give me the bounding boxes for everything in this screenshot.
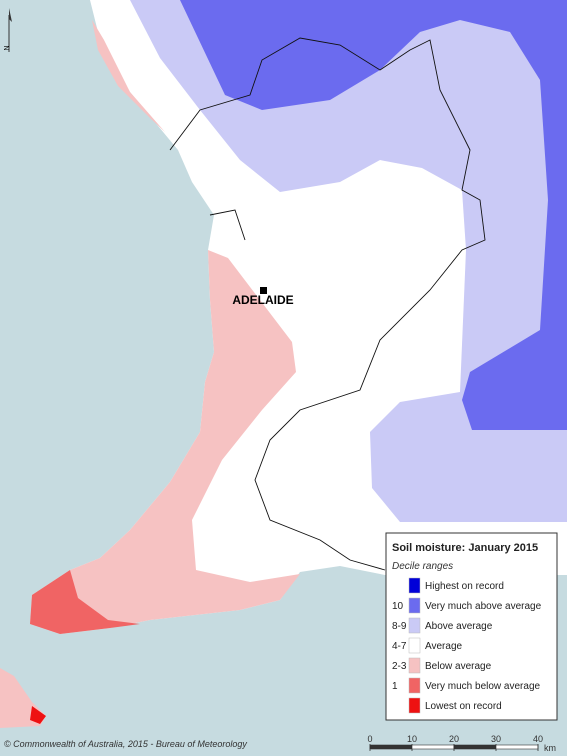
north-label: N [4,45,11,50]
above-average-region [130,0,567,522]
copyright: © Commonwealth of Australia, 2015 - Bure… [4,739,247,749]
scale-segment [411,744,455,750]
legend-swatch [408,617,421,634]
legend-subtitle: Decile ranges [392,561,453,572]
legend-swatch [408,597,421,614]
city-marker [260,287,267,294]
legend-label: Lowest on record [425,701,502,712]
scale-tick-label: 10 [407,734,417,744]
scale-tick-label: 30 [491,734,501,744]
scale-segment [369,744,413,750]
scale-tick-label: 0 [367,734,372,744]
legend-label: Below average [425,661,492,672]
legend-code: 2-3 [392,661,407,672]
boundary [209,209,246,241]
legend-label: Very much above average [425,601,542,612]
scale-tick-label: 40 [533,734,543,744]
legend-label: Average [425,641,463,652]
island-tip [30,706,46,724]
below-average-region [30,250,300,634]
legend-swatch [408,697,421,714]
legend-swatch [408,577,421,594]
legend-code: 8-9 [392,621,407,632]
legend-code: 4-7 [392,641,407,652]
legend-label: Above average [425,621,493,632]
legend-title: Soil moisture: January 2015 [392,542,538,554]
very-much-below-average-region [30,570,140,634]
legend-label: Very much below average [425,681,541,692]
legend-swatch [408,637,421,654]
very-much-above-average-region [180,0,567,430]
legend-swatch [408,657,421,674]
north-arrowhead [9,8,12,22]
legend-swatch [408,677,421,694]
boundary [169,37,486,571]
scale-unit: km [544,743,556,753]
scale-segment [453,744,497,750]
legend: Soil moisture: January 2015 Decile range… [385,532,558,721]
legend-code: 1 [392,681,398,692]
scale-tick-label: 20 [449,734,459,744]
scale-segment [495,744,539,750]
legend-code: 10 [392,601,404,612]
city-label: ADELAIDE [232,293,293,307]
legend-label: Highest on record [425,581,504,592]
